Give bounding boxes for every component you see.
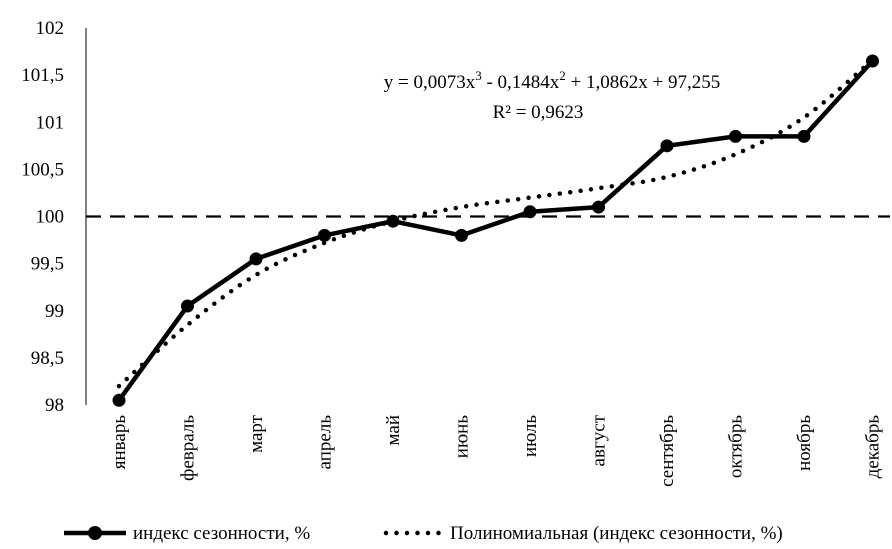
y-tick-label: 100,5 (21, 159, 64, 180)
x-tick-label: декабрь (863, 415, 884, 479)
x-tick-label: март (246, 414, 267, 453)
x-tick-label: январь (109, 415, 130, 470)
legend-label-trendline: Полиномиальная (индекс сезонности, %) (450, 523, 783, 544)
data-point (592, 200, 605, 214)
x-tick-label: июль (520, 415, 541, 457)
y-axis-tick-labels: 98 98,5 99 99,5 100 100,5 101 101,5 102 (21, 18, 64, 416)
legend-item-series: индекс сезонности, % (64, 523, 310, 544)
data-point (181, 299, 194, 313)
legend-swatch-marker (88, 526, 102, 540)
y-tick-label: 98,5 (31, 348, 64, 369)
data-point (523, 205, 537, 219)
x-tick-label: февраль (178, 415, 199, 481)
y-tick-label: 99,5 (31, 254, 64, 275)
data-point (797, 129, 811, 143)
trendline-equation: y = 0,0073x3 - 0,1484x2 + 1,0862x + 97,2… (384, 68, 720, 93)
data-point (318, 228, 331, 242)
seasonality-index-line (117, 59, 875, 402)
x-tick-label: май (383, 415, 404, 446)
data-point (729, 129, 742, 143)
legend-item-trendline: Полиномиальная (индекс сезонности, %) (383, 523, 783, 544)
y-tick-label: 100 (36, 207, 65, 228)
x-axis-tick-labels: январь февраль март апрель май июнь июль август… (109, 414, 884, 487)
x-tick-label: апрель (315, 415, 336, 470)
y-tick-label: 99 (45, 301, 64, 322)
data-point (866, 54, 879, 68)
x-tick-label: август (589, 414, 610, 466)
y-tick-label: 98 (45, 395, 64, 416)
data-point-markers (112, 54, 879, 407)
x-tick-label: сентябрь (657, 415, 678, 487)
legend: индекс сезонности, % Полиномиальная (инд… (64, 523, 783, 544)
legend-label-series: индекс сезонности, % (133, 523, 310, 544)
polynomial-trendline (116, 57, 875, 389)
y-tick-label: 101 (36, 112, 65, 133)
data-point (112, 393, 126, 407)
x-tick-label: октябрь (726, 415, 747, 478)
data-point (660, 139, 674, 153)
data-point (455, 228, 468, 242)
data-point (386, 214, 400, 228)
data-point (249, 252, 263, 266)
r-squared-label: R² = 0,9623 (493, 102, 584, 123)
y-tick-label: 101,5 (21, 65, 64, 86)
x-tick-label: ноябрь (794, 415, 815, 471)
y-tick-label: 102 (36, 18, 65, 39)
x-tick-label: июнь (452, 415, 473, 459)
